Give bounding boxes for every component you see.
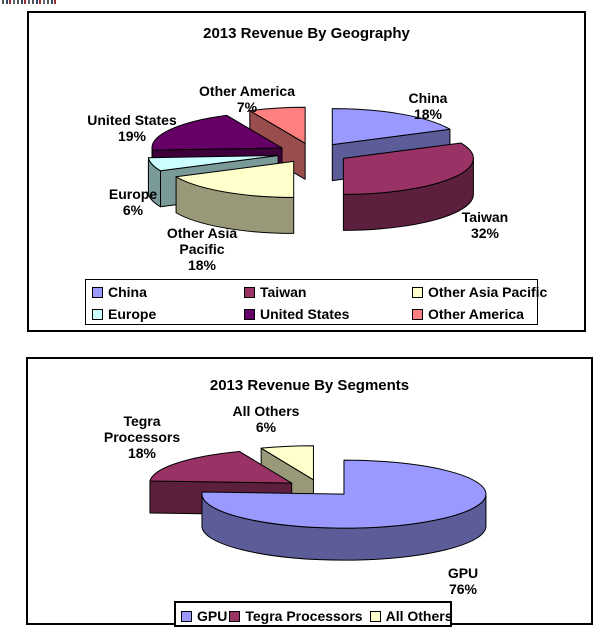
legend-item-united-states: United States xyxy=(244,304,349,324)
legend-segments: GPU Tegra Processors All Others xyxy=(174,601,453,627)
legend-swatch-other-asia-pacific xyxy=(412,286,423,298)
legend-label-tegra-processors: Tegra Processors xyxy=(245,608,363,624)
legend-label-europe: Europe xyxy=(108,306,157,322)
pie-slice-other-asia-pacific xyxy=(175,160,295,198)
legend-item-europe: Europe xyxy=(92,304,156,324)
slice-label-china: China 18% xyxy=(408,90,448,122)
legend-item-gpu: GPU xyxy=(181,608,227,624)
pie-chart-segments xyxy=(149,445,487,561)
chart-title-segments: 2013 Revenue By Segments xyxy=(209,377,410,394)
chart-title-geography: 2013 Revenue By Geography xyxy=(203,25,410,42)
legend-swatch-europe xyxy=(92,308,103,320)
legend-swatch-all-others xyxy=(369,610,381,622)
legend-swatch-china xyxy=(92,286,103,298)
legend-label-other-asia-pacific: Other Asia Pacific xyxy=(428,284,548,300)
legend-swatch-other-america xyxy=(412,308,423,320)
pie-slice-europe xyxy=(147,154,279,172)
legend-label-all-others: All Others xyxy=(385,608,453,624)
pie-slice-taiwan xyxy=(342,142,474,195)
slice-label-united-states: United States 19% xyxy=(87,112,177,144)
pie-slice-gpu xyxy=(201,459,487,529)
legend-item-other-asia-pacific: Other Asia Pacific xyxy=(412,282,547,302)
geography-chart-panel: 2013 Revenue By Geography China 18% Taiwan… xyxy=(27,11,586,332)
legend-item-all-others: All Others xyxy=(369,608,453,624)
slice-label-europe: Europe 6% xyxy=(108,186,158,218)
pie-slice-united-states xyxy=(151,114,283,151)
pie-slice-all-others xyxy=(260,445,314,481)
legend-geography: China Taiwan Other Asia Pacific Europe Unite… xyxy=(85,279,547,325)
legend-swatch-tegra-processors xyxy=(229,610,241,622)
legend-item-taiwan: Taiwan xyxy=(244,282,306,302)
slice-label-taiwan: Taiwan 32% xyxy=(461,209,509,241)
legend-item-china: China xyxy=(92,282,147,302)
legend-swatch-taiwan xyxy=(244,286,255,298)
pie-chart-geography xyxy=(147,106,474,234)
legend-item-other-america: Other America xyxy=(412,304,524,324)
slice-label-all-others: All Others 6% xyxy=(232,403,300,435)
legend-label-taiwan: Taiwan xyxy=(260,284,307,300)
legend-swatch-gpu xyxy=(181,610,192,622)
slice-label-other-america: Other America 7% xyxy=(199,83,295,115)
legend-swatch-united-states xyxy=(244,308,255,320)
clipped-text-fragment xyxy=(2,0,56,4)
slice-label-tegra-processors: Tegra Processors 18% xyxy=(103,413,181,461)
pie-slice-china xyxy=(331,108,451,146)
legend-item-tegra-processors: Tegra Processors xyxy=(229,608,363,624)
legend-label-united-states: United States xyxy=(260,306,350,322)
slice-label-gpu: GPU 76% xyxy=(447,565,479,597)
segments-chart-panel: 2013 Revenue By Segments GPU 76% Tegra Pro… xyxy=(26,357,593,627)
legend-label-gpu: GPU xyxy=(197,608,228,624)
legend-label-other-america: Other America xyxy=(428,306,524,322)
legend-label-china: China xyxy=(108,284,147,300)
pie-slice-other-america xyxy=(249,106,306,144)
pie-slice-tegra-processors xyxy=(149,450,293,484)
slice-label-other-asia-pacific: Other Asia Pacific 18% xyxy=(166,225,238,273)
